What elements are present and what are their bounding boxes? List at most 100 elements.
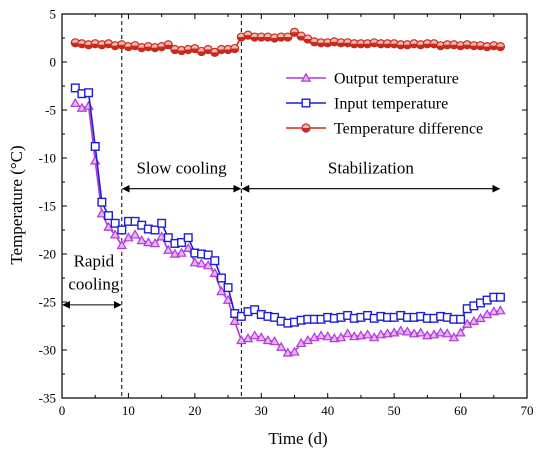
legend-entry: Input temperature (286, 96, 448, 113)
x-tick-label: 60 (454, 403, 467, 418)
series-input-temperature (70, 83, 505, 328)
data-point-fill (71, 42, 80, 47)
data-point (329, 37, 339, 47)
data-point (230, 43, 240, 54)
data-point (468, 315, 480, 325)
x-tick-label: 0 (59, 403, 66, 418)
data-point-fill (463, 44, 472, 49)
y-tick-label: -10 (39, 151, 56, 166)
data-point-fill (396, 44, 405, 49)
series-layer (70, 27, 506, 357)
data-point (442, 328, 453, 338)
x-tick-label: 10 (122, 403, 135, 418)
data-point (129, 229, 141, 239)
data-point (300, 72, 312, 82)
data-point (123, 232, 134, 242)
data-point-fill (250, 37, 259, 42)
data-point (461, 318, 473, 328)
data-point-fill (356, 43, 365, 48)
data-point-fill (131, 45, 140, 50)
data-point (89, 155, 101, 165)
data-point (395, 325, 407, 335)
data-point (117, 40, 127, 50)
data-point (70, 97, 81, 108)
data-point (302, 334, 314, 345)
data-point-fill (197, 51, 206, 56)
data-point-fill (350, 43, 359, 48)
y-tick-label: -20 (39, 247, 56, 262)
data-point (429, 39, 439, 49)
data-point (216, 44, 227, 55)
data-point-fill (323, 42, 332, 47)
data-point (157, 42, 167, 52)
data-point (97, 197, 107, 207)
data-point-fill (164, 44, 173, 49)
data-point (482, 42, 492, 52)
data-point-fill (303, 38, 312, 43)
data-point-fill (297, 36, 306, 41)
data-point (223, 283, 233, 293)
data-point-fill (416, 44, 425, 49)
x-tick-label: 20 (188, 403, 201, 418)
data-point-fill (337, 42, 345, 47)
data-point (495, 42, 506, 52)
data-point (296, 31, 306, 41)
data-point (301, 98, 311, 108)
data-point-fill (436, 45, 445, 50)
data-point (116, 239, 128, 250)
data-point (289, 27, 300, 37)
data-point-fill (151, 47, 159, 52)
data-point (90, 141, 100, 151)
data-point (375, 329, 387, 339)
data-point-fill (483, 46, 492, 51)
data-point-fill (370, 42, 379, 47)
data-point-fill (283, 37, 292, 42)
data-point (203, 44, 213, 55)
data-point (356, 39, 366, 49)
data-point (355, 330, 367, 340)
data-point (409, 39, 419, 49)
data-point (249, 330, 260, 340)
data-point (342, 328, 353, 338)
data-point-fill (489, 45, 498, 50)
data-point (110, 218, 120, 228)
data-point-fill (302, 128, 310, 132)
data-point-fill (263, 37, 272, 42)
data-point-fill (210, 52, 219, 57)
data-point-fill (390, 43, 399, 48)
data-point-fill (204, 49, 213, 54)
series-output-temperature (70, 97, 506, 357)
data-point-fill (91, 43, 100, 48)
data-point (156, 231, 167, 241)
data-point (289, 346, 300, 356)
data-point (448, 332, 460, 342)
data-point-fill (270, 38, 279, 42)
data-point (143, 237, 154, 247)
data-point (96, 208, 108, 218)
data-point (495, 292, 505, 302)
data-point-fill (244, 35, 252, 40)
data-point (263, 32, 273, 42)
data-point (170, 44, 180, 55)
data-point-fill (157, 46, 166, 51)
data-point-fill (77, 43, 86, 48)
data-point-fill (111, 45, 120, 50)
phase-label: cooling (68, 275, 119, 294)
data-point (282, 347, 294, 357)
data-point (449, 40, 459, 50)
data-point (70, 38, 80, 48)
data-point (189, 257, 201, 267)
data-point (130, 41, 140, 51)
data-point (196, 258, 207, 268)
data-point (123, 42, 134, 52)
data-point (216, 273, 226, 283)
data-point-fill (217, 49, 226, 54)
data-point (242, 333, 254, 343)
data-point (323, 38, 333, 48)
y-axis-label: Temperature (°C) (7, 145, 26, 264)
data-point-fill (310, 41, 319, 46)
data-point-fill (170, 49, 179, 54)
data-point (275, 341, 287, 351)
data-point-fill (410, 43, 419, 48)
data-point (301, 123, 311, 133)
